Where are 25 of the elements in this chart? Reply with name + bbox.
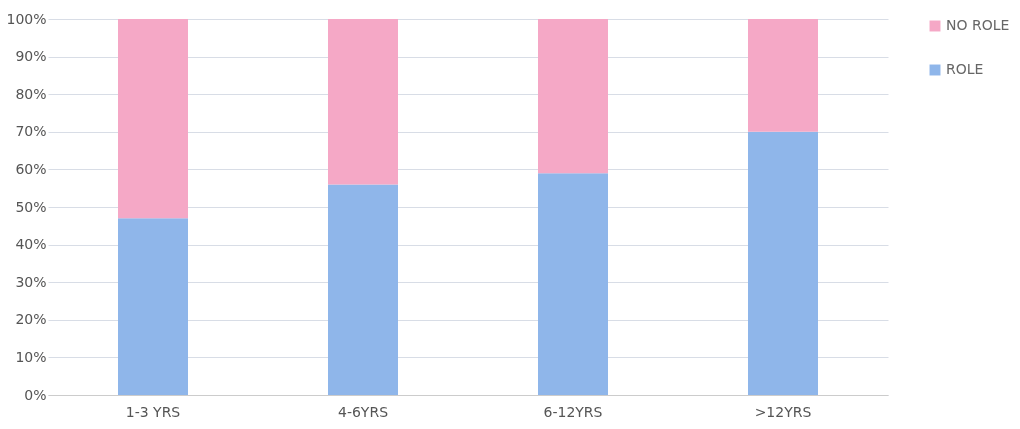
bar [748,19,818,132]
bar [748,131,818,395]
x-tick-label: >12YRS [754,403,812,420]
bar [538,173,608,395]
bar [118,19,188,219]
legend-label: ROLE [946,61,984,77]
y-tick-label: 70% [15,123,47,140]
x-tick-label: 6-12YRS [543,403,603,420]
y-tick-label: 100% [6,10,47,27]
y-tick-label: 30% [15,273,47,290]
x-tick-label: 1-3 YRS [125,403,181,420]
y-tick-label: 0% [24,386,47,403]
y-tick-label: 10% [15,348,47,365]
legend-label: NO ROLE [946,17,1010,33]
bar [118,218,188,395]
y-tick-label: 90% [15,48,47,65]
y-tick-label: 80% [15,85,47,102]
y-tick-label: 60% [15,160,47,177]
x-tick-label: 4-6YRS [337,403,389,420]
y-tick-label: 20% [15,311,47,328]
y-tick-label: 40% [15,236,47,253]
y-tick-label: 50% [15,198,47,215]
bar [328,19,398,185]
bar [328,184,398,395]
bar [538,19,608,174]
